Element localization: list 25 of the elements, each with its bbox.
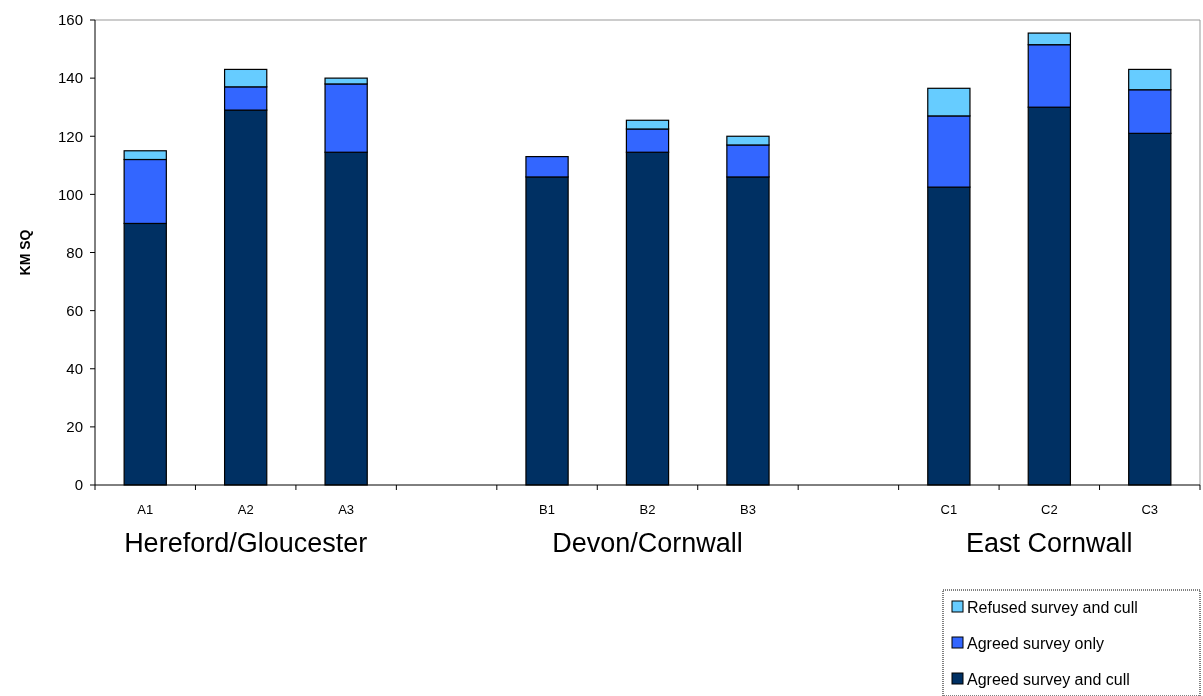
y-tick-label: 40 xyxy=(66,360,83,377)
text: East Cornwall xyxy=(966,528,1133,558)
x-tick-label: A1 xyxy=(137,502,154,517)
y-axis-title: KM SQ xyxy=(17,229,33,276)
y-tick-label: 80 xyxy=(66,243,83,261)
text: Devon/Cornwall xyxy=(552,528,743,558)
x-tick-label: C3 xyxy=(1141,502,1159,517)
y-tick-label: 100 xyxy=(57,185,83,203)
y-tick-label: 120 xyxy=(57,127,83,145)
x-tick-label: B3 xyxy=(740,502,756,517)
y-tick-label: 0 xyxy=(74,476,83,494)
legend-label: Agreed survey and cull xyxy=(967,670,1130,688)
text: Hereford/Gloucester xyxy=(124,528,368,558)
y-tick-label: 160 xyxy=(57,11,83,29)
legend-label: Agreed survey only xyxy=(967,634,1104,652)
x-tick-label: A2 xyxy=(237,502,254,517)
x-tick-label: A3 xyxy=(338,502,355,517)
x-tick-label: C2 xyxy=(1041,502,1058,517)
x-tick-label: B2 xyxy=(639,502,656,517)
x-tick-label: B1 xyxy=(539,502,555,517)
y-tick-label: 60 xyxy=(66,301,83,319)
x-tick-label: C1 xyxy=(940,502,958,517)
legend-label: Refused survey and cull xyxy=(967,598,1138,616)
y-tick-label: 20 xyxy=(66,418,83,436)
y-tick-label: 140 xyxy=(57,69,83,87)
